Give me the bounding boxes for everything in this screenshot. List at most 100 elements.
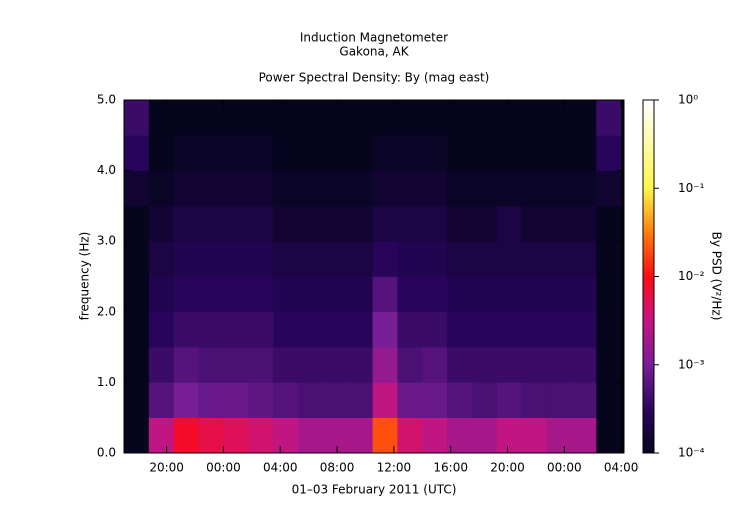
colorbar-swatch [643, 305, 654, 310]
heatmap-cell [571, 347, 597, 383]
heatmap-cell [447, 170, 473, 207]
heatmap-cell [173, 417, 199, 454]
colorbar-swatch [643, 258, 654, 263]
colorbar-swatch [643, 135, 654, 139]
colorbar-swatch [643, 282, 654, 286]
heatmap-cell [298, 241, 324, 277]
heatmap-cell [148, 417, 175, 454]
heatmap-cell [124, 417, 150, 454]
heatmap-cell [347, 170, 373, 207]
heatmap-cell [322, 347, 349, 383]
heatmap-cell [422, 417, 448, 454]
colorbar-swatch [643, 200, 654, 204]
heatmap-cell [397, 347, 423, 383]
y-tick-label: 3.0 [97, 234, 116, 248]
colorbar-swatch [643, 235, 654, 239]
colorbar-swatch [643, 302, 654, 307]
heatmap-cell [521, 382, 547, 418]
heatmap-cell [472, 205, 498, 242]
colorbar-swatch [643, 397, 654, 401]
heatmap-cell [322, 170, 349, 207]
colorbar-swatch [643, 279, 654, 283]
colorbar-swatch [643, 155, 654, 160]
heatmap [124, 100, 624, 454]
colorbar-swatch [643, 217, 654, 222]
colorbar-swatch [643, 250, 654, 254]
heatmap-cell [298, 276, 324, 313]
y-tick-label: 5.0 [97, 93, 116, 107]
colorbar-swatch [643, 214, 654, 219]
colorbar-swatch [643, 373, 654, 378]
heatmap-cell [472, 100, 498, 136]
colorbar-swatch [643, 208, 654, 213]
x-tick-label: 12:00 [377, 461, 412, 475]
colorbar-swatch [643, 347, 654, 351]
heatmap-cell [223, 135, 249, 171]
heatmap-cell [223, 311, 249, 348]
heatmap-cell [173, 347, 199, 383]
heatmap-cell [447, 417, 473, 454]
heatmap-cell [298, 170, 324, 207]
heatmap-cell [347, 276, 373, 313]
heatmap-cell [347, 417, 373, 454]
heatmap-cell [521, 347, 547, 383]
colorbar-swatch [643, 220, 654, 225]
heatmap-cell [372, 347, 398, 383]
colorbar-swatch [643, 223, 654, 227]
colorbar-swatch [643, 238, 654, 242]
colorbar-swatch [643, 317, 654, 322]
colorbar-swatch [643, 170, 654, 175]
colorbar-swatch [643, 441, 654, 445]
colorbar-swatch [643, 161, 654, 166]
heatmap-cell [372, 311, 398, 348]
heatmap-cell [546, 241, 572, 277]
colorbar-swatch [643, 144, 654, 148]
heatmap-cell [447, 382, 473, 418]
heatmap-cell [546, 100, 572, 136]
heatmap-cell [546, 135, 572, 171]
heatmap-cell [397, 170, 423, 207]
heatmap-cell [596, 100, 622, 136]
colorbar-swatch [643, 447, 654, 451]
heatmap-cell [173, 100, 199, 136]
heatmap-cell [447, 100, 473, 136]
colorbar-swatch [643, 255, 654, 260]
heatmap-cell [397, 417, 423, 454]
heatmap-cell [124, 311, 150, 348]
heatmap-cell [248, 170, 274, 207]
colorbar-swatch [643, 400, 654, 404]
colorbar-swatch [643, 273, 654, 277]
colorbar-swatch [643, 270, 654, 275]
heatmap-cell [347, 135, 373, 171]
heatmap-cell [596, 205, 622, 242]
colorbar-swatch [643, 176, 654, 180]
heatmap-cell [173, 205, 199, 242]
colorbar-swatch [643, 320, 654, 325]
heatmap-cell [596, 347, 622, 383]
heatmap-cell [223, 241, 249, 277]
heatmap-cell [173, 382, 199, 418]
heatmap-cell [571, 241, 597, 277]
heatmap-cell [173, 241, 199, 277]
heatmap-cell [273, 205, 299, 242]
colorbar-swatch [643, 267, 654, 272]
heatmap-cell [596, 417, 622, 454]
heatmap-cell [173, 170, 199, 207]
colorbar-swatch [643, 126, 654, 130]
colorbar-swatch [643, 338, 654, 342]
colorbar-swatch [643, 367, 654, 372]
heatmap-cell [248, 311, 274, 348]
heatmap-cell [372, 382, 398, 418]
heatmap-cell [571, 135, 597, 171]
colorbar-swatch [643, 432, 654, 436]
heatmap-cell [298, 417, 324, 454]
heatmap-cell [148, 170, 175, 207]
heatmap-cell [148, 135, 175, 171]
heatmap-cell [347, 205, 373, 242]
heatmap-cell [124, 382, 150, 418]
heatmap-cell [198, 205, 224, 242]
colorbar-swatch [643, 423, 654, 428]
colorbar-label: By PSD (V²/Hz) [710, 232, 724, 321]
heatmap-cell [322, 205, 349, 242]
colorbar-swatch [643, 102, 654, 107]
